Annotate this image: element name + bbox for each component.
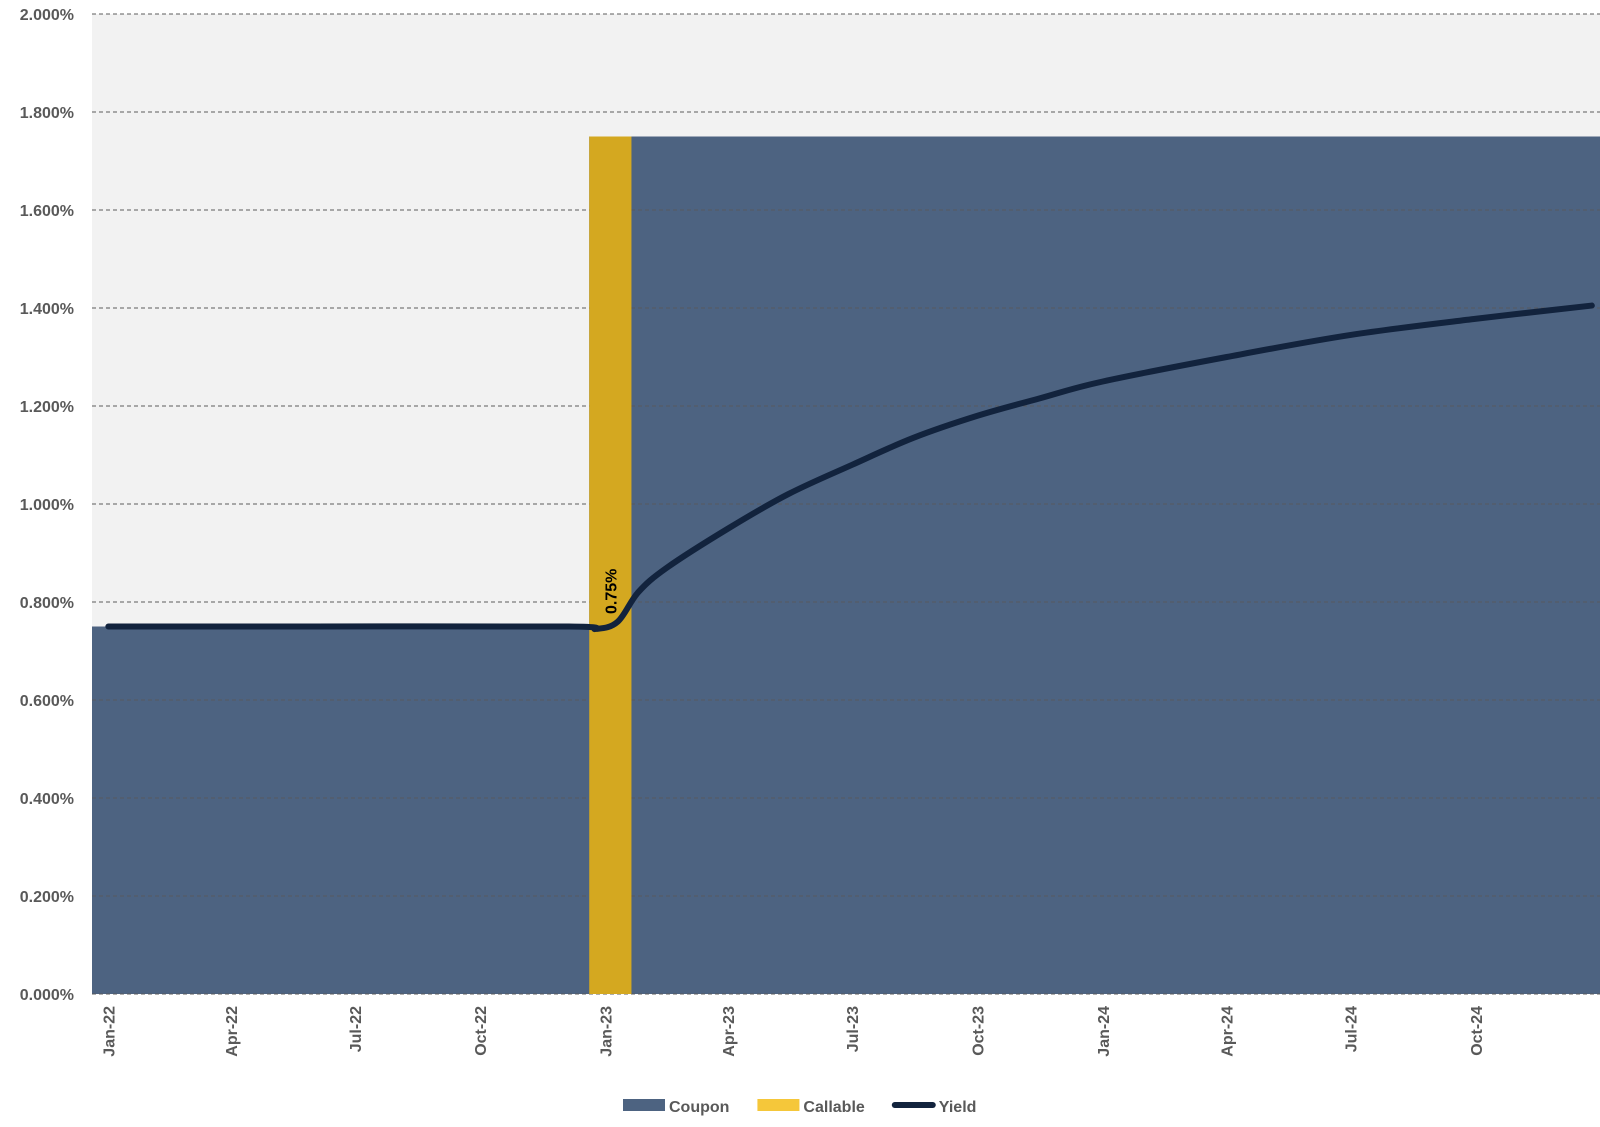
y-tick-label: 0.000% xyxy=(20,987,74,1004)
x-tick-label: Apr-24 xyxy=(1220,1006,1237,1057)
legend-label: Coupon xyxy=(669,1099,729,1116)
legend-label: Callable xyxy=(803,1099,864,1116)
y-tick-label: 1.200% xyxy=(20,399,74,416)
legend-item-callable: Callable xyxy=(757,1099,865,1116)
y-tick-label: 1.000% xyxy=(20,497,74,514)
callable-band: 0.75% xyxy=(589,136,632,994)
x-tick-label: Jan-24 xyxy=(1096,1006,1113,1057)
legend-item-yield: Yield xyxy=(891,1099,977,1116)
y-tick-label: 0.400% xyxy=(20,791,74,808)
callable-bar xyxy=(589,136,632,994)
yield-line xyxy=(105,302,1595,633)
legend-swatch xyxy=(757,1099,800,1111)
y-tick-label: 0.800% xyxy=(20,595,74,612)
legend-swatch xyxy=(623,1099,665,1111)
x-tick-label: Oct-22 xyxy=(473,1006,490,1056)
callable-data-label: 0.75% xyxy=(603,569,620,614)
y-tick-label: 1.600% xyxy=(20,203,74,220)
legend-label: Yield xyxy=(939,1099,977,1116)
legend-item-coupon: Coupon xyxy=(623,1099,729,1116)
x-tick-label: Oct-24 xyxy=(1469,1006,1486,1056)
x-tick-label: Apr-23 xyxy=(721,1006,738,1057)
x-tick-label: Jul-24 xyxy=(1344,1006,1361,1052)
coupon-area xyxy=(92,13,1600,995)
legend: Coupon Callable Yield xyxy=(623,1099,976,1116)
x-tick-label: Apr-22 xyxy=(224,1006,241,1057)
y-tick-label: 1.800% xyxy=(20,105,74,122)
x-tick-label: Jan-22 xyxy=(101,1006,118,1057)
coupon-area-fill xyxy=(92,136,1600,994)
x-tick-label: Oct-23 xyxy=(970,1006,987,1056)
yield-line-path xyxy=(105,302,1595,633)
x-tick-label: Jul-23 xyxy=(845,1006,862,1052)
x-axis-tick-labels: Jan-22 Apr-22 Jul-22 Oct-22 Jan-23 Apr-23 Jul-… xyxy=(101,1006,1486,1057)
y-tick-label: 1.400% xyxy=(20,301,74,318)
y-tick-label: 2.000% xyxy=(20,7,74,24)
y-axis-tick-labels: 0.000% 0.200% 0.400% 0.600% 0.800% 1.000% 1.20… xyxy=(20,7,74,1004)
x-tick-label: Jan-23 xyxy=(599,1006,616,1057)
y-tick-label: 0.200% xyxy=(20,889,74,906)
y-tick-label: 0.600% xyxy=(20,693,74,710)
x-tick-label: Jul-22 xyxy=(348,1006,365,1052)
